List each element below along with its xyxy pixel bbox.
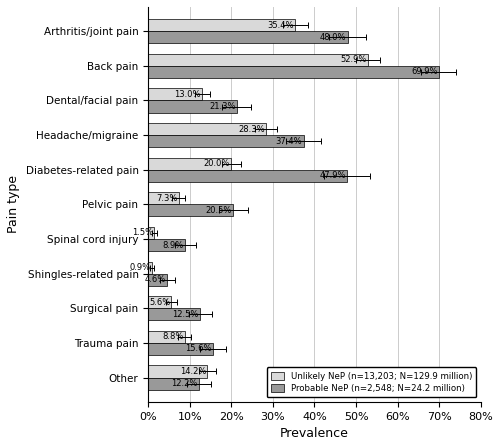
Bar: [148, 170, 348, 182]
Y-axis label: Pain type: Pain type: [7, 175, 20, 233]
Bar: [148, 274, 168, 286]
Bar: [148, 204, 234, 216]
Bar: [148, 239, 185, 251]
Bar: [148, 135, 304, 147]
Text: 52.9%: 52.9%: [340, 55, 367, 64]
Text: 8.8%: 8.8%: [162, 332, 184, 342]
Text: 8.9%: 8.9%: [162, 240, 184, 249]
Text: 12.2%: 12.2%: [172, 379, 198, 388]
Text: 7.3%: 7.3%: [156, 194, 178, 203]
Bar: [148, 365, 207, 378]
Bar: [148, 331, 185, 343]
Bar: [148, 378, 199, 390]
Bar: [148, 296, 172, 308]
Text: 28.3%: 28.3%: [238, 125, 264, 134]
Text: 12.5%: 12.5%: [172, 310, 199, 319]
X-axis label: Prevalence: Prevalence: [280, 427, 349, 440]
Bar: [148, 54, 368, 66]
Bar: [148, 227, 154, 239]
Bar: [148, 101, 236, 113]
Text: 0.9%: 0.9%: [130, 263, 150, 272]
Text: 35.4%: 35.4%: [268, 21, 294, 30]
Bar: [148, 123, 266, 135]
Text: 20.5%: 20.5%: [206, 206, 232, 215]
Bar: [148, 66, 438, 78]
Bar: [148, 343, 213, 355]
Text: 48.0%: 48.0%: [320, 33, 346, 42]
Text: 37.4%: 37.4%: [276, 137, 302, 146]
Text: 1.5%: 1.5%: [132, 228, 153, 237]
Text: 20.0%: 20.0%: [204, 159, 230, 168]
Legend: Unlikely NeP (n=13,203; N=129.9 million), Probable NeP (n=2,548; N=24.2 million): Unlikely NeP (n=13,203; N=129.9 million)…: [266, 367, 476, 397]
Text: 4.6%: 4.6%: [145, 275, 166, 284]
Bar: [148, 89, 202, 101]
Text: 69.9%: 69.9%: [411, 67, 438, 76]
Bar: [148, 192, 178, 204]
Bar: [148, 158, 232, 170]
Text: 14.2%: 14.2%: [180, 367, 206, 376]
Bar: [148, 308, 200, 320]
Text: 21.3%: 21.3%: [209, 102, 236, 111]
Text: 13.0%: 13.0%: [174, 90, 201, 99]
Bar: [148, 19, 296, 31]
Bar: [148, 261, 152, 274]
Bar: [148, 31, 348, 43]
Text: 47.9%: 47.9%: [320, 171, 346, 180]
Text: 5.6%: 5.6%: [149, 298, 170, 307]
Text: 15.6%: 15.6%: [186, 345, 212, 354]
